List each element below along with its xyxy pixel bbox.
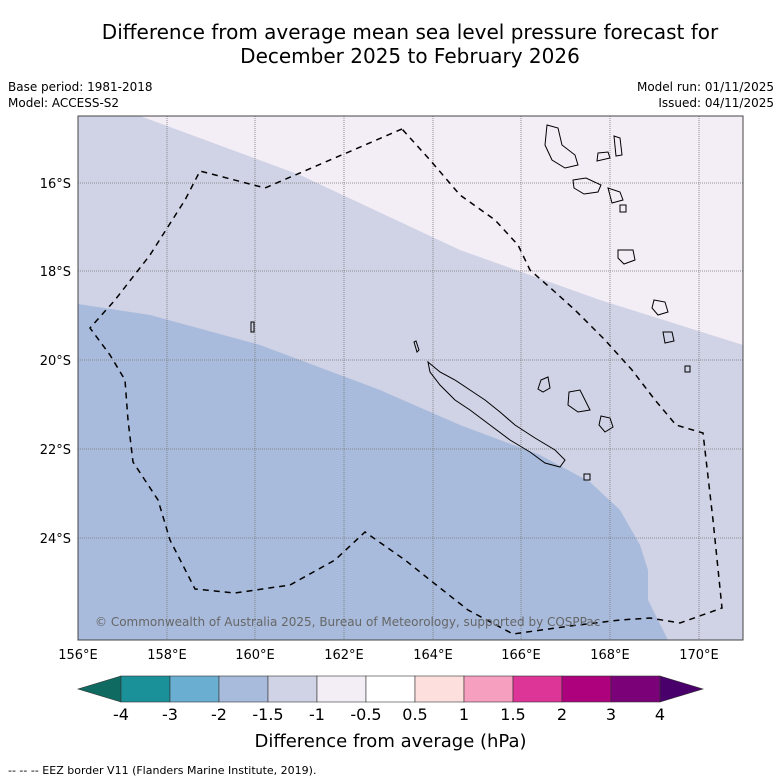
- base-period: Base period: 1981-2018: [8, 80, 153, 94]
- colorbar-segment: [120, 675, 171, 703]
- vanuatu-espiritu-santo: [544, 124, 579, 169]
- vanuatu-efate: [607, 187, 624, 204]
- colorbar-segment: [365, 675, 416, 703]
- lat-label: 16°S: [40, 177, 71, 192]
- gridlines: [78, 116, 743, 640]
- colorbar-tick: -2: [211, 705, 227, 724]
- eez-border: [89, 128, 723, 635]
- issued-date: Issued: 04/11/2025: [658, 96, 774, 110]
- lat-label: 22°S: [40, 443, 71, 458]
- lon-label: 168°E: [590, 648, 630, 663]
- colorbar-tick: 0.5: [402, 705, 428, 724]
- colorbar-segment: [414, 675, 465, 703]
- colorbar-extend-high: [659, 675, 705, 703]
- lon-label: 156°E: [58, 648, 98, 663]
- colorbar-segment: [218, 675, 269, 703]
- lat-label: 20°S: [40, 354, 71, 369]
- vanuatu-tanna: [617, 249, 636, 265]
- title-line-1: Difference from average mean sea level p…: [101, 20, 719, 44]
- colorbar-segment: [169, 675, 220, 703]
- model-name: Model: ACCESS-S2: [8, 96, 120, 110]
- coastlines: [250, 124, 691, 481]
- loyalty-island-1: [537, 376, 551, 393]
- colorbar-tick: -3: [162, 705, 178, 724]
- lon-label: 166°E: [501, 648, 541, 663]
- colorbar-segment: [512, 675, 563, 703]
- colorbar-segment: [610, 675, 661, 703]
- colorbar: [76, 675, 705, 703]
- model-run: Model run: 01/11/2025: [636, 80, 774, 94]
- colorbar-tick: 3: [605, 705, 617, 724]
- map-area: [78, 116, 743, 640]
- colorbar-tick: -4: [113, 705, 129, 724]
- lon-labels: 156°E 158°E 160°E 162°E 164°E 166°E 168°…: [58, 648, 719, 663]
- loyalty-island-3: [598, 415, 614, 433]
- copyright-notice: © Commonwealth of Australia 2025, Bureau…: [95, 615, 600, 629]
- vanuatu-malakula: [572, 177, 602, 195]
- colorbar-tick: 4: [654, 705, 666, 724]
- map-frame: [77, 115, 744, 641]
- colorbar-tick: -1.5: [252, 705, 284, 724]
- eez-legend: -- -- -- EEZ border V11 (Flanders Marine…: [8, 764, 317, 777]
- colorbar-tick: -1: [309, 705, 325, 724]
- loyalty-island-2: [567, 389, 591, 413]
- colorbar-title: Difference from average (hPa): [254, 731, 527, 752]
- colorbar-segment: [561, 675, 612, 703]
- colorbar-segment: [463, 675, 514, 703]
- colorbar-tick: -0.5: [350, 705, 382, 724]
- lat-labels: 16°S 18°S 20°S 22°S 24°S: [40, 177, 71, 547]
- colorbar-tick: 1: [458, 705, 470, 724]
- new-caledonia-coast: [427, 360, 566, 468]
- lon-label: 162°E: [324, 648, 364, 663]
- lon-label: 170°E: [679, 648, 719, 663]
- lat-label: 18°S: [40, 265, 71, 280]
- colorbar-tick: 2: [556, 705, 568, 724]
- colorbar-tick: 1.5: [500, 705, 526, 724]
- lon-label: 158°E: [147, 648, 187, 663]
- colorbar-segment: [267, 675, 318, 703]
- colorbar-segment: [316, 675, 367, 703]
- lon-label: 164°E: [413, 648, 453, 663]
- lat-label: 24°S: [40, 532, 71, 547]
- lon-label: 160°E: [235, 648, 275, 663]
- band-minus2-to-minus15: [78, 304, 668, 640]
- colorbar-extend-low: [76, 675, 122, 703]
- title-line-2: December 2025 to February 2026: [240, 44, 580, 68]
